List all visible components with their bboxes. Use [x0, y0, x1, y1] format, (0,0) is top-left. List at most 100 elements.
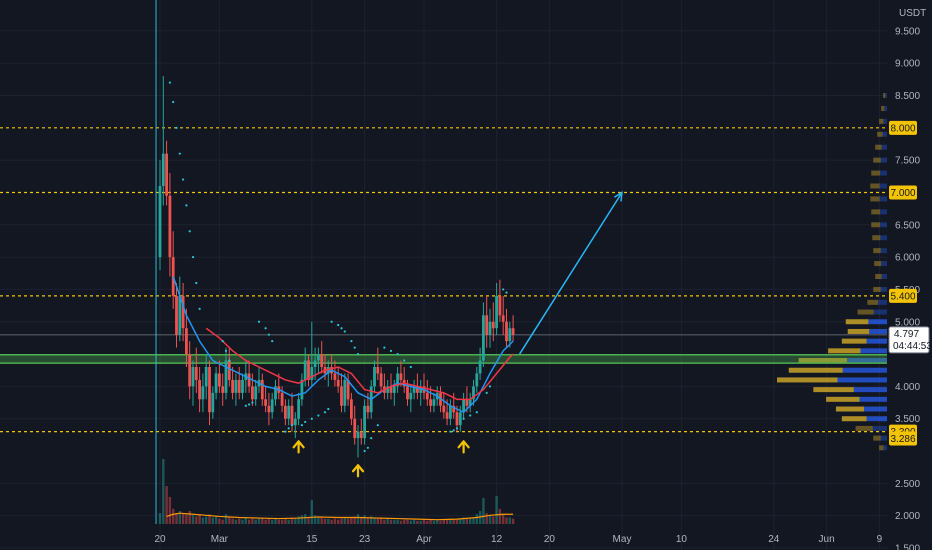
- sar-dot: [485, 391, 488, 394]
- candle-body: [267, 405, 271, 413]
- volume-profile-bar: [880, 435, 887, 441]
- volume-bar: [502, 514, 505, 524]
- volume-bar: [317, 516, 320, 524]
- sar-dot: [244, 404, 247, 407]
- volume-bar: [350, 517, 353, 524]
- volume-profile-bar: [857, 309, 874, 315]
- projection-arrow-line: [518, 192, 623, 355]
- volume-bar: [445, 519, 449, 524]
- volume-bar: [238, 518, 241, 524]
- volume-profile-bar: [883, 445, 887, 451]
- candle-body: [201, 386, 205, 400]
- candle-body: [386, 386, 390, 393]
- sar-dot: [455, 427, 459, 430]
- volume-profile-bar: [841, 338, 867, 344]
- volume-bar: [287, 519, 290, 524]
- volume-profile-bar: [873, 286, 881, 292]
- time-tick-label: 23: [359, 534, 371, 545]
- volume-bar: [195, 516, 198, 524]
- volume-bar: [333, 518, 337, 524]
- volume-profile-bar: [867, 299, 879, 305]
- candle-body: [389, 386, 393, 393]
- candle-body: [409, 392, 413, 400]
- candle-body: [452, 405, 456, 413]
- volume-bar: [201, 517, 205, 524]
- sar-dot: [300, 424, 303, 427]
- price-tick-label: 1.500: [895, 544, 920, 550]
- sar-dot: [409, 365, 412, 369]
- candle-body: [274, 386, 277, 400]
- sar-dot: [469, 414, 472, 417]
- candle-body: [353, 418, 357, 439]
- volume-bar: [363, 515, 366, 524]
- candle-body: [214, 373, 218, 393]
- time-tick-label: 10: [676, 534, 688, 545]
- sar-dot: [366, 446, 369, 449]
- candle-body: [178, 295, 182, 335]
- volume-profile-bar: [798, 358, 848, 364]
- volume-profile-bar: [879, 118, 884, 124]
- price-tick-label: 6.000: [895, 253, 920, 264]
- sar-dot: [257, 320, 261, 323]
- sar-dot: [370, 437, 373, 440]
- candle-body: [310, 367, 314, 380]
- sar-dot: [376, 424, 379, 427]
- volume-profile-bar: [870, 183, 880, 189]
- sar-dot: [389, 349, 393, 352]
- volume-bar: [482, 498, 485, 524]
- candle-body: [284, 405, 287, 419]
- projection-arrow[interactable]: [518, 191, 623, 355]
- candle-body: [231, 379, 234, 393]
- candle-body: [455, 412, 459, 426]
- up-arrow-marker: [457, 440, 470, 454]
- volume-bar: [406, 519, 409, 524]
- candle-body: [495, 295, 498, 329]
- candle-body: [505, 321, 508, 342]
- candle-body: [350, 399, 353, 419]
- candle-body: [333, 373, 337, 380]
- sar-dot: [337, 323, 340, 327]
- candle-body: [488, 321, 492, 335]
- volume-profile-bar: [828, 348, 861, 354]
- candle-body: [287, 405, 291, 419]
- candle-body: [221, 386, 225, 393]
- sar-dot: [267, 333, 270, 336]
- sar-dot: [221, 340, 224, 343]
- volume-profile-bar: [826, 396, 860, 402]
- sar-dot: [224, 349, 228, 352]
- volume-profile-bar: [879, 222, 887, 228]
- candle-body: [379, 373, 383, 387]
- bottom-markers: [292, 440, 470, 478]
- volume-bar: [297, 516, 300, 524]
- volume-bar: [320, 517, 323, 524]
- volume-bar: [343, 517, 346, 524]
- current-price-value: 4.797: [894, 329, 919, 340]
- time-tick-label: Jun: [819, 534, 835, 545]
- sar-dot: [462, 417, 465, 420]
- volume-profile-bar: [866, 416, 887, 422]
- volume-bar: [158, 513, 162, 524]
- volume-bar: [247, 519, 251, 524]
- volume-bar: [399, 520, 403, 524]
- volume-bar: [254, 519, 257, 524]
- candle-body: [373, 367, 376, 387]
- volume-bar: [511, 518, 515, 524]
- volume-bar: [234, 519, 238, 524]
- time-tick-label: Mar: [211, 534, 229, 545]
- volume-bar: [429, 519, 432, 524]
- volume-profile-bar: [881, 274, 887, 279]
- price-tag-text: 5.400: [890, 291, 915, 302]
- volume-profile-bar: [879, 196, 887, 202]
- volume-bar: [191, 515, 195, 524]
- volume-bar: [452, 519, 455, 524]
- sar-dot: [383, 346, 386, 349]
- price-tag-text: 8.000: [890, 123, 915, 134]
- horizontal-levels[interactable]: [0, 127, 887, 433]
- candle-body: [224, 360, 228, 393]
- time-axis[interactable]: 20 Mar 15 23 Apr 12 20 May 10 24 Jun 9: [154, 534, 882, 545]
- sar-dots: [168, 81, 508, 453]
- price-tick-label: 2.000: [895, 511, 920, 522]
- volume-bar: [442, 519, 445, 524]
